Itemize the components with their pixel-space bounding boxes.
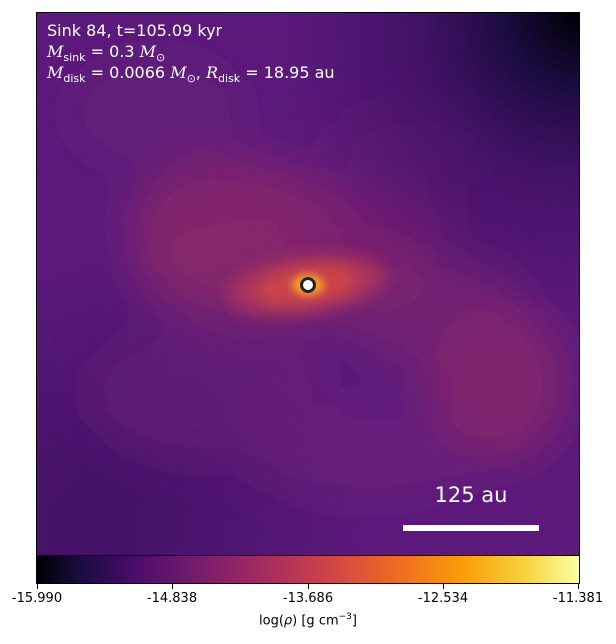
colorbar-tick [443,584,444,589]
mdisk-sub: disk [63,72,86,86]
cb-label-mid: ) [g cm [292,613,339,629]
sink-marker [300,277,316,293]
colorbar-ticklabel: -14.838 [146,591,198,606]
sink-mass-label: Msink = 0.3 M⊙ [47,42,165,68]
colorbar-tick [308,584,309,589]
sink-time-label: Sink 84, t=105.09 kyr [47,21,223,40]
scalebar-line [403,525,539,531]
msink-sub: sink [63,51,86,65]
cb-label-suffix: ] [351,613,357,629]
cb-label-rho: ρ [283,613,293,629]
density-map [37,13,579,555]
colorbar-ticklabel: -12.534 [417,591,469,606]
rdisk-symbol: R [205,63,219,82]
mdisk-value: = 0.0066 [85,63,171,82]
rdisk-sub: disk [218,72,241,86]
cb-label-exp: −3 [338,612,352,622]
mdisk-unit-sub: ⊙ [186,72,196,86]
colorbar-tick [37,584,38,589]
rdisk-separator: , [195,63,206,82]
mdisk-unit: M [170,63,187,82]
disk-properties-label: Mdisk = 0.0066 M⊙, Rdisk = 18.95 au [47,63,335,89]
colorbar-ticklabel: -11.381 [552,591,604,606]
msink-unit-sub: ⊙ [156,51,166,65]
density-map-panel: Sink 84, t=105.09 kyr Msink = 0.3 M⊙ Mdi… [36,12,580,556]
msink-value: = 0.3 [85,42,140,61]
msink-unit: M [139,42,157,61]
colorbar-tick [578,584,579,589]
scalebar-label: 125 au [434,483,508,507]
colorbar-ticklabel: -15.990 [11,591,63,606]
msink-symbol: M [47,42,64,61]
mdisk-symbol: M [47,63,64,82]
colorbar-label: log(ρ) [g cm−3] [259,612,357,628]
colorbar-ticklabel: -13.686 [282,591,334,606]
rdisk-value: = 18.95 au [240,63,335,82]
cb-label-prefix: log( [259,613,284,629]
colorbar-tick [172,584,173,589]
colorbar [36,555,580,584]
